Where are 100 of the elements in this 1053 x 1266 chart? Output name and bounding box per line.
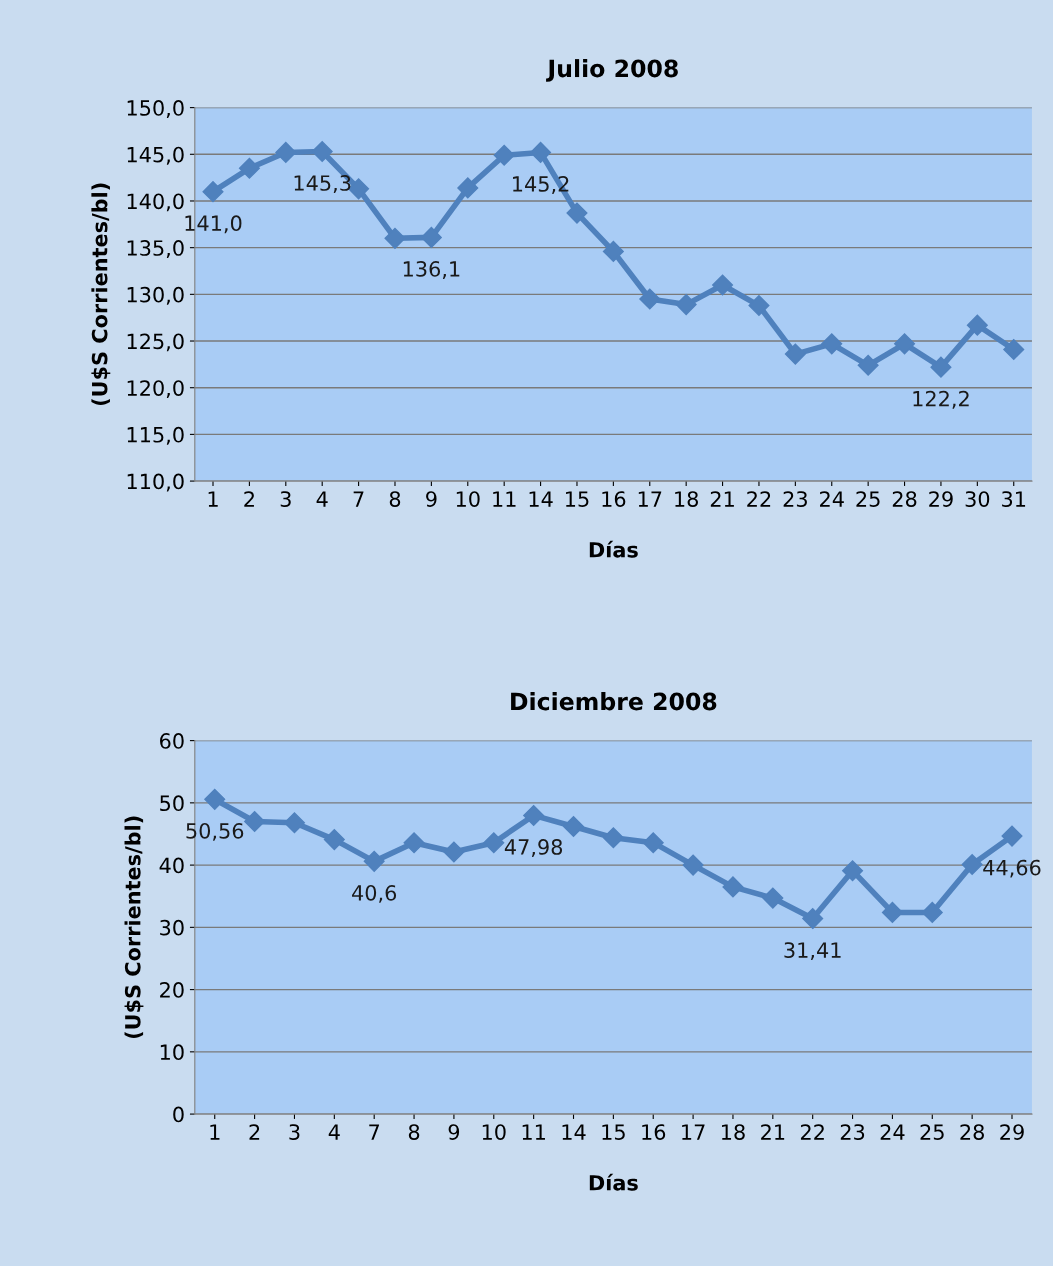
point xyxy=(842,860,864,882)
point xyxy=(363,850,385,872)
y-tick-label: 0 xyxy=(173,1106,184,1123)
y-tick-label: 10 xyxy=(160,1044,184,1061)
x-tick-label: 9 xyxy=(426,491,437,507)
point xyxy=(821,333,843,355)
x-tick-label: 28 xyxy=(960,1124,984,1140)
point xyxy=(530,141,552,163)
point xyxy=(602,240,624,262)
y-tick-label: 120,0 xyxy=(127,380,184,399)
point xyxy=(202,181,224,203)
x-tick-label: 17 xyxy=(638,491,662,507)
x-tick-label: 10 xyxy=(456,491,480,507)
x-tick-label: 22 xyxy=(800,1124,824,1140)
point xyxy=(722,876,744,898)
point xyxy=(323,829,345,851)
y-tick-label: 125,0 xyxy=(127,333,184,352)
x-tick-label: 28 xyxy=(892,491,917,507)
y-tick-label: 130,0 xyxy=(127,286,184,305)
x-tick-label: 4 xyxy=(316,491,328,507)
x-tick-label: 23 xyxy=(840,1124,865,1140)
data-label: 31,41 xyxy=(784,942,841,961)
point xyxy=(881,901,903,923)
point xyxy=(204,788,226,810)
x-tick-label: 31 xyxy=(1002,491,1026,507)
point xyxy=(802,908,824,930)
point xyxy=(1001,825,1023,847)
data-label: 122,2 xyxy=(913,390,969,409)
x-tick-label: 30 xyxy=(965,491,990,507)
x-tick-label: 29 xyxy=(929,491,953,507)
point xyxy=(311,140,333,163)
x-tick-label: 18 xyxy=(722,1124,745,1140)
x-tick-label: 7 xyxy=(369,1124,380,1140)
x-tick-label: 2 xyxy=(249,1124,260,1140)
x-tick-label: 15 xyxy=(566,491,589,507)
x-tick-label: 2 xyxy=(244,491,254,507)
point xyxy=(483,832,505,854)
point xyxy=(675,294,697,316)
point xyxy=(602,827,624,849)
point xyxy=(493,144,515,166)
x-tick-label: 14 xyxy=(562,1124,586,1140)
x-tick-label: 9 xyxy=(448,1124,460,1140)
x-axis-title: Días xyxy=(589,1173,638,1191)
y-tick-label: 140,0 xyxy=(127,193,184,212)
x-tick-label: 8 xyxy=(408,1124,420,1140)
x-tick-label: 23 xyxy=(783,491,807,507)
point xyxy=(682,854,704,876)
chart-title: Julio 2008 xyxy=(546,59,678,82)
x-tick-label: 1 xyxy=(208,491,218,507)
y-tick-label: 60 xyxy=(160,733,184,749)
y-tick-label: 20 xyxy=(160,982,184,998)
point xyxy=(566,202,588,224)
x-tick-label: 1 xyxy=(210,1124,220,1140)
point xyxy=(420,226,442,248)
x-tick-label: 25 xyxy=(920,1124,944,1140)
point xyxy=(244,811,266,833)
data-label: 50,56 xyxy=(186,822,244,841)
x-tick-label: 15 xyxy=(602,1124,625,1140)
point xyxy=(443,841,465,863)
x-tick-label: 14 xyxy=(529,491,553,507)
point xyxy=(283,812,305,834)
data-label: 136,1 xyxy=(403,261,460,279)
x-tick-label: 16 xyxy=(642,1124,666,1140)
x-axis-title: Días xyxy=(589,540,638,558)
point xyxy=(857,354,879,376)
point xyxy=(712,274,734,296)
x-tick-label: 16 xyxy=(602,491,626,507)
y-tick-label: 110,0 xyxy=(127,473,184,492)
point xyxy=(784,343,806,365)
y-tick-label: 115,0 xyxy=(127,426,184,445)
point xyxy=(748,295,770,317)
x-tick-label: 8 xyxy=(389,491,401,507)
y-tick-label: 150,0 xyxy=(127,100,184,118)
y-tick-label: 135,0 xyxy=(127,240,184,258)
point xyxy=(562,815,585,838)
point xyxy=(966,314,988,336)
data-label: 40,6 xyxy=(352,884,397,903)
y-tick-label: 145,0 xyxy=(127,146,184,165)
point xyxy=(639,288,661,310)
point xyxy=(384,227,406,249)
x-tick-label: 21 xyxy=(710,491,734,507)
x-tick-label: 24 xyxy=(880,1124,905,1140)
data-label: 141,0 xyxy=(185,215,242,234)
x-tick-label: 3 xyxy=(289,1124,300,1140)
point xyxy=(403,832,425,854)
point xyxy=(1003,338,1025,360)
x-tick-label: 29 xyxy=(1000,1124,1024,1140)
chart-title: Diciembre 2008 xyxy=(511,692,717,711)
point xyxy=(894,333,916,355)
x-tick-label: 22 xyxy=(747,491,771,507)
y-tick-label: 50 xyxy=(160,795,184,812)
point xyxy=(961,853,983,875)
data-label: 145,3 xyxy=(294,175,351,193)
x-tick-label: 4 xyxy=(328,1124,340,1140)
x-tick-label: 3 xyxy=(280,491,291,507)
point xyxy=(930,356,952,378)
y-tick-label: 30 xyxy=(160,919,184,936)
data-label: 47,98 xyxy=(504,839,563,857)
y-axis-title: (U$S Corrientes/bl) xyxy=(91,183,111,406)
point xyxy=(275,141,297,163)
